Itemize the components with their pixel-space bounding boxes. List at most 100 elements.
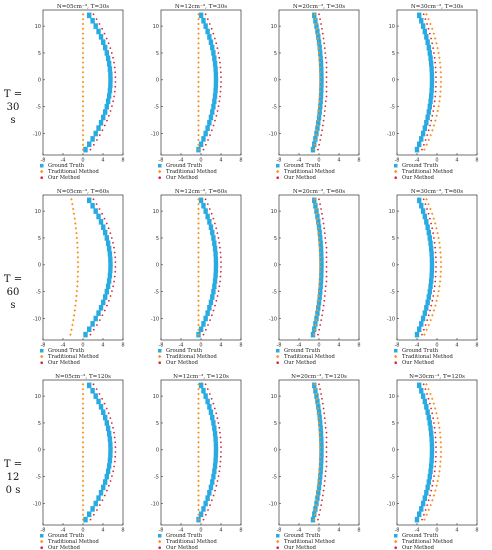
our-method-point xyxy=(433,475,435,478)
our-method-point xyxy=(321,402,324,405)
our-method-point xyxy=(424,324,427,326)
traditional-method-point xyxy=(197,66,200,69)
ground-truth-point xyxy=(422,495,428,501)
traditional-method-point xyxy=(318,251,322,254)
our-method-point xyxy=(426,319,429,322)
traditional-method-point xyxy=(197,85,200,89)
ground-truth-point xyxy=(203,130,208,137)
ground-truth-point xyxy=(108,262,113,268)
ground-truth-point xyxy=(93,393,98,399)
traditional-method-point xyxy=(438,465,442,468)
our-method-point xyxy=(220,81,222,83)
our-method-point xyxy=(433,470,436,473)
legend-marker-ground-truth xyxy=(40,164,44,168)
legend-marker-ground-truth xyxy=(276,349,280,353)
traditional-method-point xyxy=(438,280,442,283)
x-tick-label: 4 xyxy=(219,158,222,164)
our-method-point xyxy=(431,299,434,302)
y-tick-label: -10 xyxy=(151,131,159,137)
traditional-method-point xyxy=(81,479,85,483)
legend-label: Our Method xyxy=(402,545,435,550)
legend-label: Traditional Method xyxy=(284,169,336,175)
traditional-method-point xyxy=(315,212,319,216)
y-tick-label: 0 xyxy=(38,263,41,269)
our-method-point xyxy=(323,484,326,487)
our-method-point xyxy=(434,275,437,278)
legend-marker-our-method xyxy=(394,176,398,179)
traditional-method-point xyxy=(197,450,200,454)
ground-truth-point xyxy=(86,197,92,204)
traditional-method-point xyxy=(425,143,429,147)
traditional-method-point xyxy=(197,313,200,317)
traditional-method-point xyxy=(73,309,77,312)
ground-truth-point xyxy=(319,267,324,273)
our-method-point xyxy=(433,426,436,429)
our-method-point xyxy=(434,441,437,444)
traditional-method-point xyxy=(81,85,85,89)
x-tick-label: 0 xyxy=(199,343,202,349)
our-method-point xyxy=(322,37,325,40)
ground-truth-point xyxy=(107,66,113,72)
our-method-point xyxy=(210,212,213,215)
traditional-method-point xyxy=(316,222,320,225)
traditional-method-point xyxy=(318,95,321,98)
traditional-method-point xyxy=(429,133,432,137)
traditional-method-point xyxy=(427,138,431,142)
ground-truth-point xyxy=(203,208,208,214)
traditional-method-point xyxy=(197,455,200,459)
ground-truth-point xyxy=(429,441,435,448)
traditional-method-point xyxy=(76,255,80,259)
our-method-point xyxy=(325,95,328,98)
ground-truth-point xyxy=(420,393,426,399)
legend-marker-traditional xyxy=(158,539,162,544)
our-method-point xyxy=(109,110,112,112)
chart-title: N=20cm⁻³, T=60s xyxy=(293,188,345,195)
our-method-point xyxy=(214,119,216,122)
traditional-method-point xyxy=(425,328,429,332)
traditional-method-point xyxy=(316,407,320,410)
legend-label: Our Method xyxy=(402,360,435,366)
our-method-point xyxy=(320,134,323,137)
plot-frame xyxy=(160,379,242,526)
our-method-point xyxy=(435,446,437,449)
traditional-method-point xyxy=(197,270,200,274)
ground-truth-point xyxy=(426,229,432,236)
our-method-point xyxy=(204,13,207,16)
legend-label: Traditional Method xyxy=(166,539,218,545)
traditional-method-point xyxy=(439,255,443,259)
ground-truth-point xyxy=(106,278,112,284)
our-method-point xyxy=(426,208,428,210)
traditional-method-point xyxy=(434,304,437,307)
traditional-method-point xyxy=(438,246,442,249)
our-method-point xyxy=(113,66,116,69)
traditional-method-point xyxy=(432,32,436,35)
our-method-point xyxy=(434,431,437,434)
legend-label: Ground Truth xyxy=(402,163,439,169)
x-tick-label: 4 xyxy=(455,343,458,349)
traditional-method-point xyxy=(318,246,321,249)
y-tick-label: 10 xyxy=(35,24,41,30)
ground-truth-point xyxy=(212,55,217,62)
ground-truth-point xyxy=(424,304,429,311)
ground-truth-point xyxy=(428,468,433,475)
traditional-method-point xyxy=(197,436,200,439)
ground-truth-point xyxy=(316,489,321,496)
ground-truth-point xyxy=(429,245,434,252)
x-tick-label: 4 xyxy=(219,528,222,534)
traditional-method-point xyxy=(197,138,200,142)
traditional-method-point xyxy=(423,333,426,336)
ground-truth-point xyxy=(98,119,104,126)
our-method-point xyxy=(430,304,433,307)
ground-truth-point xyxy=(316,34,321,40)
ground-truth-point xyxy=(318,55,323,62)
our-method-point xyxy=(219,270,222,273)
legend-label: Our Method xyxy=(284,360,317,366)
our-method-point xyxy=(114,85,117,88)
ground-truth-point xyxy=(427,235,432,241)
our-method-point xyxy=(325,436,328,439)
traditional-method-point xyxy=(73,217,77,220)
chart-title: N=30cm⁻³, T=30s xyxy=(411,3,463,10)
ground-truth-point xyxy=(107,272,113,279)
ground-truth-point xyxy=(424,489,429,496)
traditional-method-point xyxy=(197,246,200,249)
